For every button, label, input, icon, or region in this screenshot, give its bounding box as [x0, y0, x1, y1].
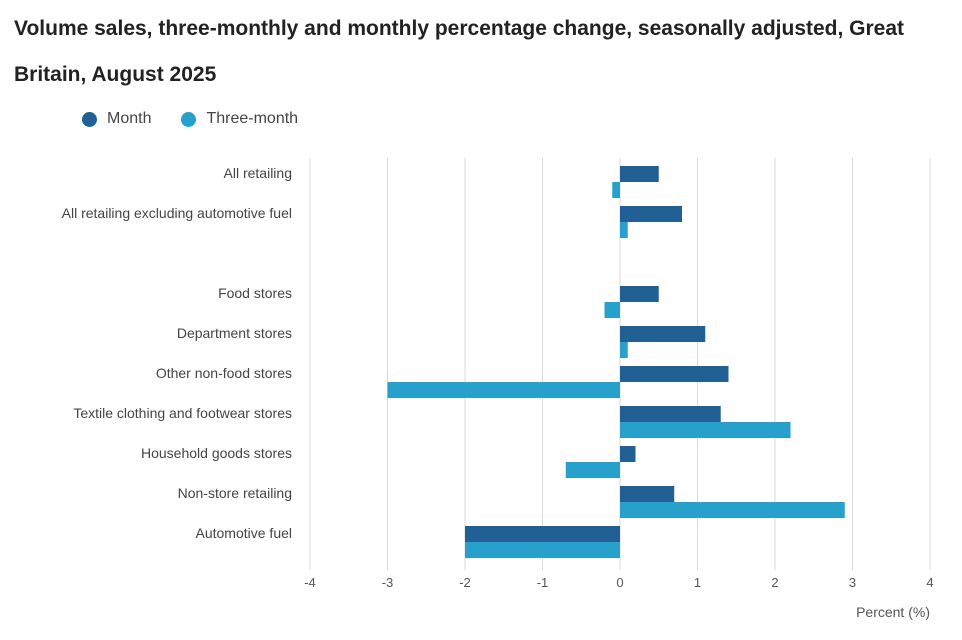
bar-three-month: [612, 182, 620, 198]
bar-three-month: [465, 542, 620, 558]
bar-three-month: [387, 382, 620, 398]
x-tick-label: -3: [382, 575, 394, 590]
legend: Month Three-month: [82, 110, 328, 128]
category-label: Household goods stores: [141, 445, 292, 461]
bar-three-month: [604, 302, 620, 318]
bar-month: [620, 406, 721, 422]
x-tick-label: -1: [537, 575, 549, 590]
bar-month: [620, 286, 659, 302]
bar-month: [620, 326, 706, 342]
x-tick-label: 2: [771, 575, 778, 590]
legend-swatch-month: [82, 111, 97, 127]
legend-swatch-three-month: [181, 111, 197, 127]
category-label: Automotive fuel: [196, 525, 293, 541]
bar-month: [620, 486, 675, 502]
category-label: Department stores: [177, 325, 292, 341]
chart-title: Volume sales, three-monthly and monthly …: [14, 17, 905, 86]
bar-chart: -4 -3 -2 -1 0 1 2 3 4 Percent (%) All retailing All…: [62, 158, 934, 620]
category-label: Non-store retailing: [178, 485, 292, 501]
legend-item-three-month[interactable]: Three-month: [181, 110, 298, 128]
x-tick-label: 1: [694, 575, 701, 590]
x-tick-label: 0: [616, 575, 623, 590]
category-label: Food stores: [218, 285, 292, 301]
bar-three-month: [620, 342, 628, 358]
bar-three-month: [565, 462, 620, 478]
x-axis-title: Percent (%): [856, 604, 930, 620]
category-label: Textile clothing and footwear stores: [73, 405, 292, 421]
category-label: All retailing excluding automotive fuel: [62, 205, 292, 221]
bar-month: [620, 166, 659, 182]
x-tick-label: 3: [849, 575, 856, 590]
category-label: Other non-food stores: [156, 365, 292, 381]
legend-label-three-month: Three-month: [206, 110, 299, 127]
category-label: All retailing: [224, 165, 292, 181]
bar-month: [620, 366, 729, 382]
x-tick-label: -2: [459, 575, 471, 590]
legend-item-month[interactable]: Month: [82, 110, 151, 128]
x-tick-label: 4: [926, 575, 933, 590]
bar-month: [620, 206, 682, 222]
bar-month: [620, 446, 636, 462]
legend-label-month: Month: [107, 110, 152, 127]
bar-three-month: [620, 502, 845, 518]
x-tick-label: -4: [304, 575, 316, 590]
bar-month: [465, 526, 620, 542]
bar-three-month: [620, 422, 791, 438]
bar-three-month: [620, 222, 628, 238]
